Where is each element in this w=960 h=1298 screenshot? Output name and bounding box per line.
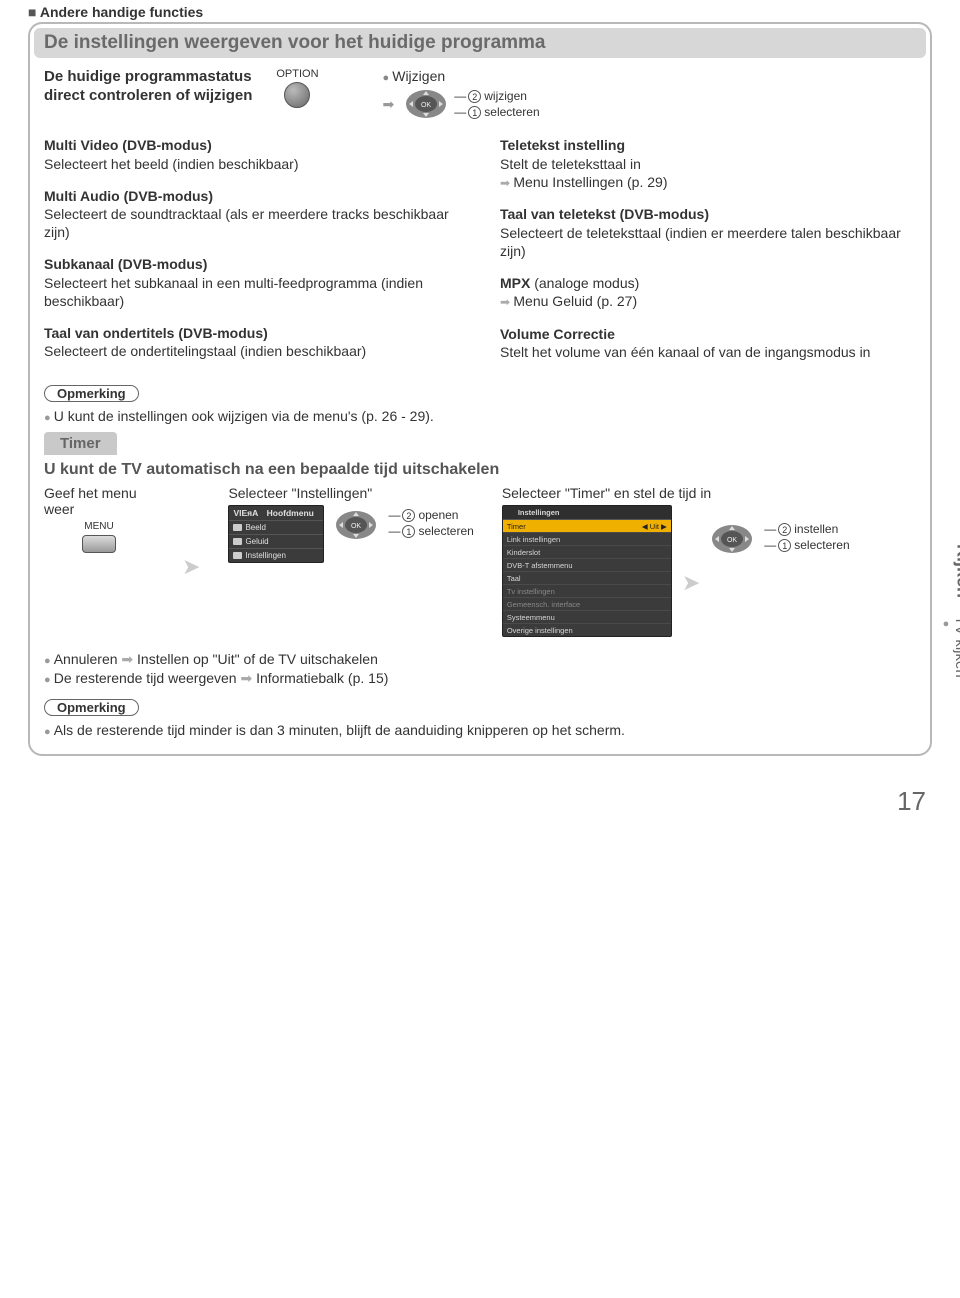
note-text: U kunt de instellingen ook wijzigen via … bbox=[44, 408, 916, 424]
option-button-icon bbox=[284, 82, 310, 108]
ok-dpad-icon: OK bbox=[334, 509, 378, 541]
remain-note: De resterende tijd weergeven ➡ Informati… bbox=[44, 670, 916, 687]
timer-tab: Timer bbox=[44, 432, 117, 455]
left-column: Multi Video (DVB-modus)Selecteert het be… bbox=[44, 136, 460, 375]
step2-label: Selecteer "Instellingen" bbox=[228, 485, 473, 501]
side-tv-kijken: TV kijken bbox=[952, 616, 960, 678]
menu-button-icon bbox=[82, 535, 116, 553]
ok-dpad-icon: OK bbox=[404, 88, 448, 120]
timer-heading: U kunt de TV automatisch na een bepaalde… bbox=[44, 461, 916, 479]
section-header: Andere handige functies bbox=[28, 4, 932, 20]
ok-annotations: — 2wijzigen — 1selecteren bbox=[454, 88, 539, 120]
instellingen-osd: Instellingen Timer◀ Uit ▶ Link instellin… bbox=[502, 505, 672, 637]
cancel-note: Annuleren ➡ Instellen op "Uit" of de TV … bbox=[44, 651, 916, 668]
side-tab: Kijken ● TV kijken bbox=[940, 544, 960, 678]
arrow-icon: ➤ bbox=[682, 570, 700, 596]
panel-title: De instellingen weergeven voor het huidi… bbox=[34, 28, 926, 58]
side-kijken: Kijken bbox=[953, 544, 960, 598]
menu-button-group: MENU bbox=[44, 521, 154, 553]
wijzigen-bullet: Wijzigen bbox=[383, 68, 540, 84]
note-text-2: Als de resterende tijd minder is dan 3 m… bbox=[44, 722, 916, 738]
arrow-right-icon: ➡ bbox=[383, 96, 395, 113]
main-panel: De instellingen weergeven voor het huidi… bbox=[28, 22, 932, 756]
step3-label: Selecteer "Timer" en stel de tijd in bbox=[502, 485, 850, 501]
hoofdmenu-osd: VIEᴙA Hoofdmenu Beeld Geluid Instellinge… bbox=[228, 505, 324, 563]
intro-text: De huidige programmastatus direct contro… bbox=[44, 68, 252, 106]
svg-text:OK: OK bbox=[421, 102, 431, 109]
svg-text:OK: OK bbox=[351, 523, 361, 530]
svg-text:OK: OK bbox=[727, 537, 737, 544]
option-button-group: OPTION bbox=[276, 68, 318, 108]
right-column: Teletekst instellingStelt de teletekstta… bbox=[500, 136, 916, 375]
step1-label: Geef het menu weer bbox=[44, 485, 154, 517]
ok-dpad-icon: OK bbox=[710, 523, 754, 555]
note-badge-2: Opmerking bbox=[44, 699, 139, 716]
option-label: OPTION bbox=[276, 68, 318, 80]
note-badge: Opmerking bbox=[44, 385, 139, 402]
page-number: 17 bbox=[28, 786, 932, 817]
arrow-icon: ➤ bbox=[182, 554, 200, 580]
